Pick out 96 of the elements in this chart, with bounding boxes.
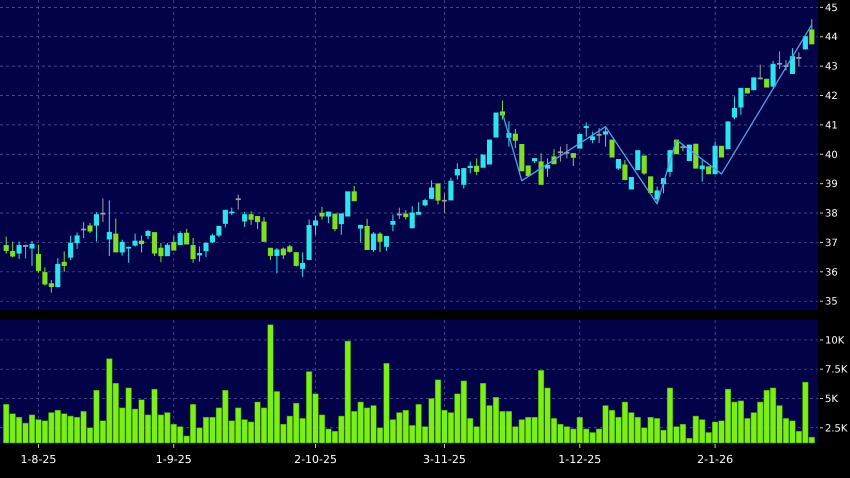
candlestick — [628, 176, 634, 190]
candlestick — [384, 236, 389, 252]
candlestick — [190, 238, 196, 264]
candlestick — [171, 236, 176, 251]
candlestick — [738, 88, 744, 116]
candlestick — [106, 200, 112, 256]
y-tick-label: 42 — [825, 91, 838, 102]
y-tick-label: 35 — [825, 296, 838, 308]
y-tick-label: 36 — [825, 267, 838, 278]
candlestick — [113, 218, 118, 253]
candlestick — [448, 177, 454, 201]
candlestick — [403, 210, 408, 220]
candlestick — [686, 144, 692, 162]
candlestick — [622, 160, 628, 180]
candlestick — [364, 218, 370, 250]
candlestick — [719, 146, 724, 158]
candlestick — [94, 212, 99, 242]
candlestick — [474, 158, 480, 176]
x-tick-label: 2-1-26 — [697, 453, 734, 466]
candlestick — [332, 213, 338, 232]
candlestick — [396, 207, 402, 220]
candlestick — [4, 236, 9, 254]
y-tick-label: 38 — [825, 208, 838, 220]
y-tick-label: 5K — [825, 394, 838, 405]
candlestick — [236, 194, 241, 210]
y-tick-label: 45 — [825, 2, 838, 14]
candlestick — [62, 251, 67, 272]
candlestick — [352, 186, 357, 202]
candlestick — [81, 222, 86, 239]
x-tick-label: 1-8-25 — [20, 453, 56, 466]
y-tick-label: 44 — [825, 32, 838, 44]
candlestick — [23, 244, 28, 259]
y-tick-label: 41 — [825, 120, 838, 132]
candlestick — [300, 252, 306, 278]
candlestick — [732, 96, 737, 120]
candlestick — [616, 158, 621, 170]
x-tick-label: 2-10-25 — [294, 453, 338, 466]
candlestick — [184, 228, 190, 245]
candlestick — [164, 242, 170, 256]
candlestick — [10, 241, 16, 258]
candlestick — [145, 229, 151, 240]
candlestick — [358, 224, 364, 243]
candlestick — [377, 232, 383, 253]
candlestick — [770, 60, 776, 88]
candlestick — [371, 232, 376, 253]
y-tick-label: 39 — [825, 179, 838, 190]
candlestick — [203, 242, 209, 258]
candlestick — [609, 139, 615, 158]
candlestick — [210, 233, 215, 244]
candlestick — [36, 244, 41, 274]
candlestick — [178, 230, 183, 246]
candlestick — [274, 248, 280, 274]
candlestick — [538, 152, 544, 186]
candlestick — [326, 211, 331, 224]
candlestick — [700, 159, 705, 182]
candlestick — [319, 206, 325, 220]
candlestick — [809, 18, 814, 45]
candlestick — [648, 176, 654, 194]
x-tick-label: 1-12-25 — [558, 453, 602, 466]
candlestick — [294, 252, 299, 268]
candlestick — [596, 128, 602, 144]
candlestick — [132, 233, 138, 248]
candlestick — [590, 131, 596, 144]
candlestick — [751, 77, 756, 91]
candlestick — [758, 64, 763, 80]
candlestick — [268, 248, 273, 261]
candlestick — [139, 235, 144, 253]
candlestick — [642, 155, 647, 176]
x-tick-label: 1-9-25 — [156, 453, 192, 466]
candlestick — [429, 180, 434, 200]
candlestick — [390, 214, 396, 232]
candlestick — [796, 52, 802, 67]
candlestick — [577, 134, 582, 149]
candlestick — [16, 241, 22, 260]
candlestick — [790, 48, 795, 74]
candlestick — [87, 222, 93, 234]
candlestick — [29, 240, 35, 266]
candlestick — [435, 183, 441, 206]
candlestick — [468, 161, 473, 174]
candlestick — [216, 225, 222, 238]
candlestick — [512, 128, 518, 149]
candlestick — [55, 258, 60, 288]
candlestick — [100, 198, 106, 223]
candlestick — [242, 211, 248, 228]
x-tick-label: 3-11-25 — [422, 453, 466, 466]
candlestick — [635, 150, 640, 170]
candlestick — [570, 152, 576, 167]
candlestick — [603, 128, 608, 148]
y-tick-label: 43 — [825, 62, 838, 73]
y-tick-label: 2.5K — [825, 423, 848, 434]
y-tick-label: 37 — [825, 238, 838, 249]
candlestick — [584, 122, 589, 138]
y-tick-label: 40 — [825, 150, 838, 161]
candlestick — [197, 246, 202, 262]
y-tick-label: 7.5K — [825, 364, 848, 376]
y-tick-label: 10K — [825, 335, 845, 346]
